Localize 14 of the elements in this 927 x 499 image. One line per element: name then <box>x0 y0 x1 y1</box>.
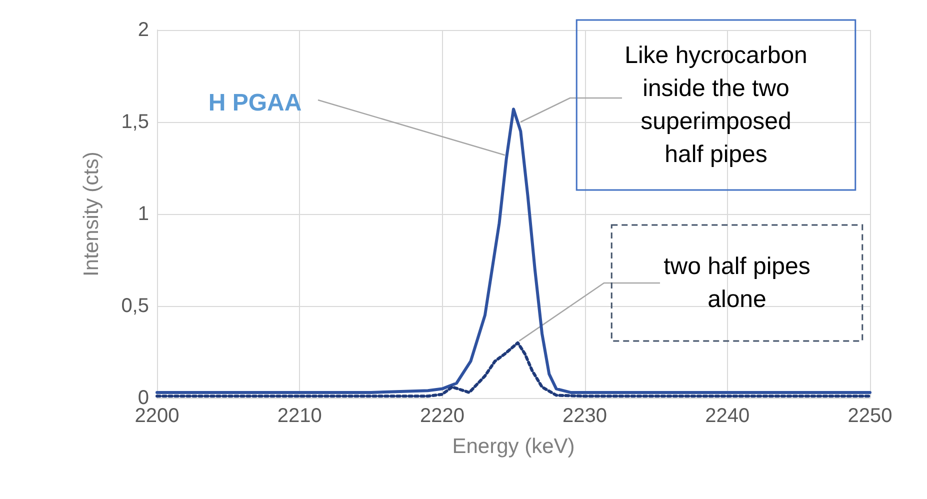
x-tick-label: 2220 <box>420 405 464 427</box>
y-axis-title: Intensity (cts) <box>80 152 103 276</box>
x-tick-label: 2250 <box>848 405 892 427</box>
x-tick-label: 2210 <box>277 405 322 427</box>
y-tick-label: 1 <box>138 203 149 225</box>
annotation: two half pipes alone <box>664 253 810 313</box>
x-axis-title: Energy (keV) <box>452 435 575 458</box>
y-tick-label: 0,5 <box>121 295 149 317</box>
annotation: Like hycrocarbon inside the two superimposed half pipes <box>624 42 808 168</box>
x-tick-label: 2240 <box>705 405 750 427</box>
y-tick-label: 1,5 <box>121 111 149 133</box>
y-tick-label: 2 <box>138 19 149 41</box>
x-tick-label: 2230 <box>562 405 608 427</box>
annotation: H PGAA <box>208 90 302 116</box>
